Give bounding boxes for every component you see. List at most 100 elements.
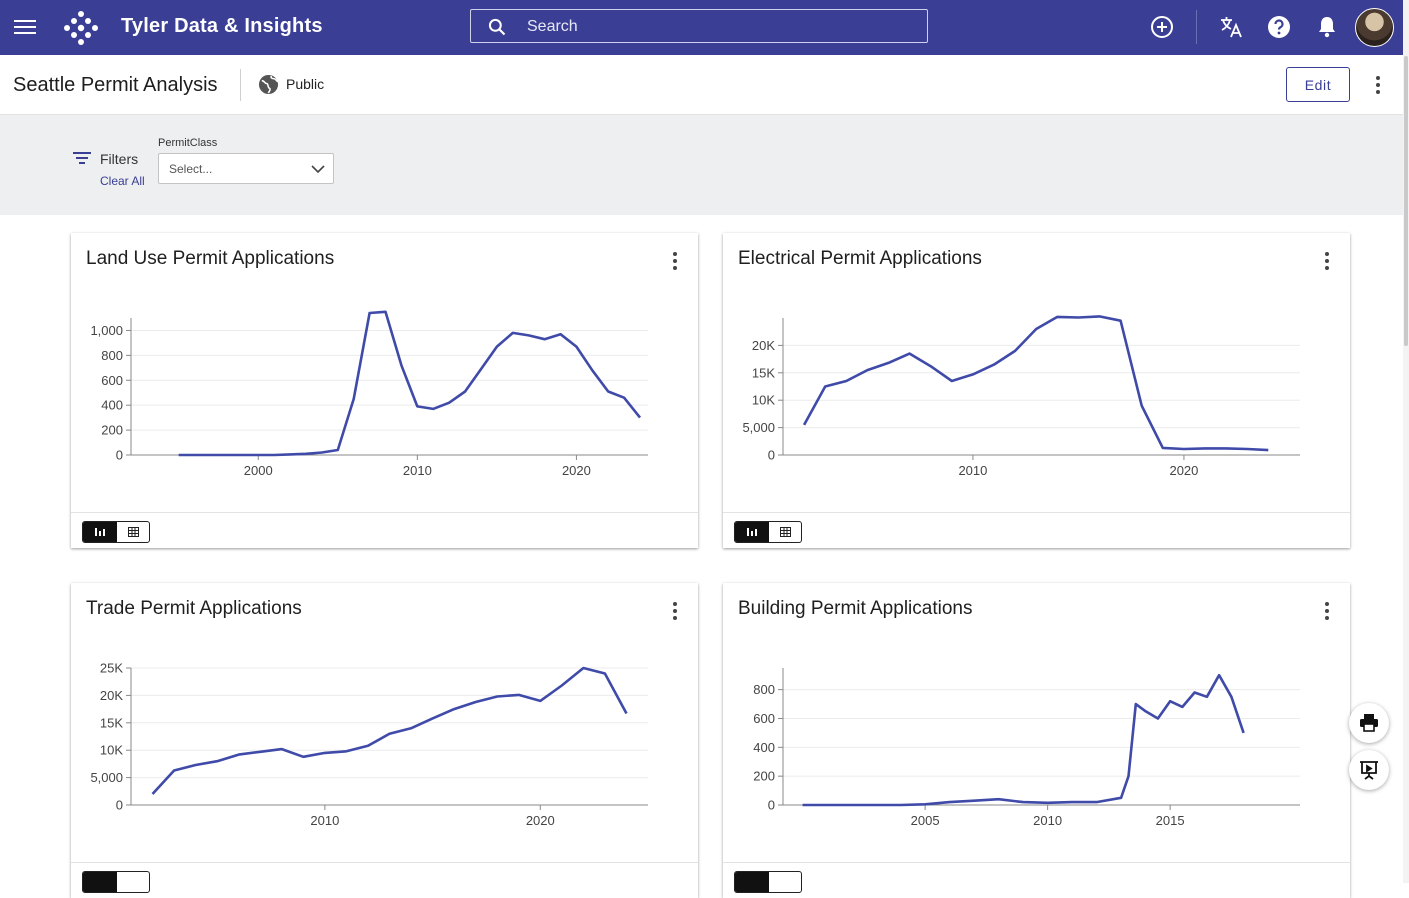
scrollbar-thumb[interactable] (1404, 56, 1408, 346)
presentation-button[interactable] (1349, 750, 1389, 790)
add-circle-icon[interactable] (1149, 14, 1175, 40)
chart-view-button[interactable] (735, 522, 769, 542)
x-tick-label: 2000 (244, 463, 273, 478)
series-line (802, 315, 1269, 452)
edit-button[interactable]: Edit (1286, 67, 1350, 102)
y-tick-label: 800 (753, 682, 775, 697)
chart-view-button[interactable] (735, 872, 769, 892)
x-tick-label: 2005 (911, 813, 940, 828)
y-tick-label: 800 (101, 348, 123, 363)
y-tick-label: 15K (100, 715, 123, 730)
filter-bar: Filters Clear All PermitClass Select... (0, 115, 1403, 215)
card-title: Electrical Permit Applications (738, 248, 982, 269)
y-tick-label: 20K (752, 338, 775, 353)
card-footer-divider (723, 512, 1350, 513)
logo-icon[interactable] (62, 9, 100, 47)
y-tick-label: 10K (100, 743, 123, 758)
trade-line-chart: 0 5,000 10K 15K 20K 25K 2010 2020 (90, 661, 648, 828)
y-tick-label: 600 (101, 373, 123, 388)
page-kebab-icon[interactable] (1375, 76, 1381, 96)
permitclass-select[interactable]: Select... (158, 153, 334, 184)
card-footer-divider (71, 862, 698, 863)
help-icon[interactable] (1266, 14, 1292, 40)
x-tick-label: 2020 (562, 463, 591, 478)
y-tick-label: 10K (752, 393, 775, 408)
view-toggle (734, 871, 802, 893)
table-view-button[interactable] (769, 522, 801, 542)
table-icon (780, 527, 791, 537)
card-title: Land Use Permit Applications (86, 248, 335, 269)
y-tick-label: 1,000 (90, 323, 123, 338)
search-input[interactable] (525, 10, 909, 44)
y-tick-label: 0 (116, 798, 123, 813)
chart-card-trade: Trade Permit Applications 0 5,000 10K 15K 20… (71, 583, 698, 898)
x-tick-label: 2010 (310, 813, 339, 828)
card-kebab-icon[interactable] (1324, 252, 1330, 272)
series-line (802, 673, 1245, 807)
card-kebab-icon[interactable] (672, 252, 678, 272)
series-line (178, 310, 642, 457)
chart-card-building: Building Permit Applications 0 200 400 600 8… (723, 583, 1350, 898)
electrical-line-chart: 0 5,000 10K 15K 20K 2010 2020 (742, 315, 1300, 478)
bar-chart-icon (95, 528, 105, 536)
series-line (151, 666, 628, 795)
table-icon (128, 527, 139, 537)
app-bar: Tyler Data & Insights (0, 0, 1403, 55)
view-toggle (82, 521, 150, 543)
x-tick-label: 2020 (1169, 463, 1198, 478)
table-view-button[interactable] (117, 872, 149, 892)
chart-card-land-use: Land Use Permit Applications 0 200 400 600 8… (71, 233, 698, 548)
globe-icon (258, 74, 279, 95)
translate-icon[interactable] (1218, 14, 1244, 40)
chart-card-electrical: Electrical Permit Applications 0 5,000 10K… (723, 233, 1350, 548)
chevron-down-icon (311, 165, 325, 174)
table-view-button[interactable] (117, 522, 149, 542)
card-kebab-icon[interactable] (672, 602, 678, 622)
permitclass-label: PermitClass (158, 137, 218, 149)
y-tick-label: 15K (752, 365, 775, 380)
y-tick-label: 400 (753, 740, 775, 755)
app-title[interactable]: Tyler Data & Insights (121, 15, 323, 37)
x-tick-label: 2015 (1156, 813, 1185, 828)
title-divider (240, 69, 241, 101)
y-tick-label: 5,000 (742, 420, 775, 435)
x-tick-label: 2020 (526, 813, 555, 828)
search-icon (488, 18, 506, 36)
card-title: Building Permit Applications (738, 598, 973, 619)
card-kebab-icon[interactable] (1324, 602, 1330, 622)
avatar[interactable] (1355, 8, 1394, 47)
card-title: Trade Permit Applications (86, 598, 302, 619)
y-tick-label: 0 (768, 448, 775, 463)
table-view-button[interactable] (769, 872, 801, 892)
y-tick-label: 5,000 (90, 770, 123, 785)
x-tick-label: 2010 (403, 463, 432, 478)
appbar-divider (1196, 10, 1197, 44)
y-tick-label: 20K (100, 688, 123, 703)
building-line-chart: 0 200 400 600 800 2005 2010 2015 (753, 668, 1300, 828)
y-tick-label: 25K (100, 661, 123, 676)
y-tick-label: 0 (768, 798, 775, 813)
y-tick-label: 0 (116, 448, 123, 463)
search-box[interactable] (470, 9, 928, 44)
card-footer-divider (71, 512, 698, 513)
clear-all-link[interactable]: Clear All (100, 174, 145, 188)
scrollbar-track[interactable] (1403, 0, 1409, 883)
filters-label: Filters (100, 151, 139, 167)
y-tick-label: 600 (753, 711, 775, 726)
view-toggle (82, 871, 150, 893)
y-tick-label: 400 (101, 398, 123, 413)
visibility-label: Public (286, 76, 325, 92)
chart-view-button[interactable] (83, 872, 117, 892)
chart-view-button[interactable] (83, 522, 117, 542)
card-footer-divider (723, 862, 1350, 863)
print-icon (1360, 714, 1378, 732)
view-toggle (734, 521, 802, 543)
bar-chart-icon (747, 528, 757, 536)
bell-icon[interactable] (1314, 14, 1340, 40)
filter-icon (73, 152, 91, 166)
x-tick-label: 2010 (958, 463, 987, 478)
menu-icon[interactable] (14, 17, 36, 37)
print-button[interactable] (1349, 703, 1389, 743)
select-placeholder: Select... (169, 162, 213, 176)
land-use-line-chart: 0 200 400 600 800 1,000 2000 2010 2020 (90, 310, 648, 478)
